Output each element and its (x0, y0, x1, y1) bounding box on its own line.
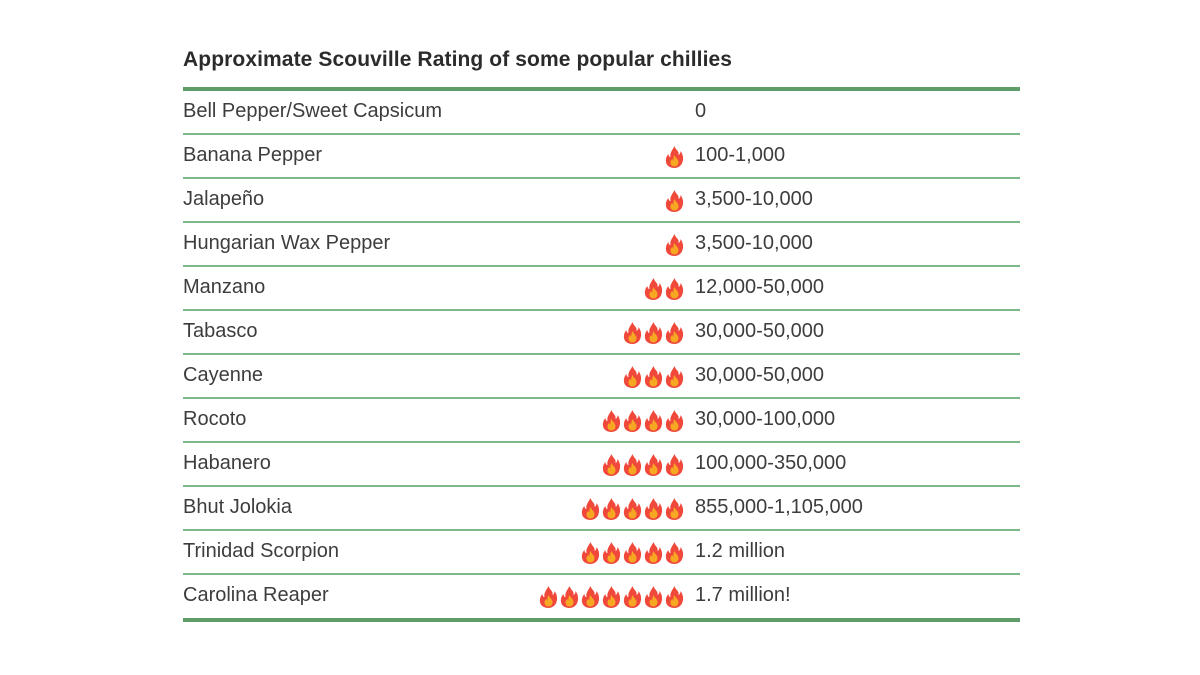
table-row: Cayenne 30,000-50,000 (183, 355, 1020, 399)
fire-icon (602, 410, 621, 432)
fire-icon (644, 322, 663, 344)
fire-icon (665, 146, 684, 168)
scoville-value: 0 (695, 100, 707, 122)
chilli-name: Bell Pepper/Sweet Capsicum (183, 100, 443, 122)
fire-icon (644, 498, 663, 520)
scoville-value: 12,000-50,000 (695, 276, 825, 298)
fire-icon (623, 454, 642, 476)
fire-icon (539, 586, 558, 608)
chilli-name: Hungarian Wax Pepper (183, 232, 391, 254)
fire-icon (665, 542, 684, 564)
chilli-name: Jalapeño (183, 188, 265, 210)
chilli-name: Carolina Reaper (183, 584, 329, 606)
fire-icon (623, 322, 642, 344)
fire-icon (623, 542, 642, 564)
fire-icon (665, 454, 684, 476)
table-row: Banana Pepper 100-1,000 (183, 135, 1020, 179)
heat-rating (664, 189, 685, 213)
chilli-name: Manzano (183, 276, 266, 298)
scoville-value: 100-1,000 (695, 144, 786, 166)
fire-icon (665, 234, 684, 256)
fire-icon (581, 586, 600, 608)
heat-rating (664, 233, 685, 257)
fire-icon (665, 278, 684, 300)
fire-icon (644, 542, 663, 564)
table-title: Approximate Scouville Rating of some pop… (183, 48, 733, 71)
scoville-value: 855,000-1,105,000 (695, 496, 863, 518)
fire-icon (581, 498, 600, 520)
fire-icon (623, 410, 642, 432)
fire-icon (623, 586, 642, 608)
table-row: Habanero 100,000-350,000 (183, 443, 1020, 487)
heat-rating (601, 453, 685, 477)
heat-rating (622, 321, 685, 345)
fire-icon (602, 542, 621, 564)
scoville-value: 30,000-50,000 (695, 364, 825, 386)
heat-rating (580, 497, 685, 521)
table-row: Bhut Jolokia 855,000-1,105,000 (183, 487, 1020, 531)
table-row: Rocoto 30,000-100,000 (183, 399, 1020, 443)
table-row: Bell Pepper/Sweet Capsicum 0 (183, 91, 1020, 135)
fire-icon (644, 454, 663, 476)
fire-icon (665, 190, 684, 212)
scoville-value: 30,000-100,000 (695, 408, 836, 430)
scoville-table: Bell Pepper/Sweet Capsicum 0 Banana Pepp… (183, 87, 1020, 622)
fire-icon (644, 366, 663, 388)
scoville-value: 3,500-10,000 (695, 232, 813, 254)
fire-icon (644, 278, 663, 300)
heat-rating (643, 277, 685, 301)
table-row: Tabasco 30,000-50,000 (183, 311, 1020, 355)
chilli-name: Trinidad Scorpion (183, 540, 340, 562)
table-row: Manzano 12,000-50,000 (183, 267, 1020, 311)
chilli-name: Rocoto (183, 408, 247, 430)
heat-rating (538, 585, 685, 609)
fire-icon (623, 498, 642, 520)
heat-rating (601, 409, 685, 433)
table-row: Trinidad Scorpion 1.2 million (183, 531, 1020, 575)
heat-rating (580, 541, 685, 565)
chilli-name: Habanero (183, 452, 271, 474)
chilli-name: Banana Pepper (183, 144, 323, 166)
fire-icon (602, 586, 621, 608)
table-row: Carolina Reaper 1.7 million! (183, 575, 1020, 618)
scoville-value: 3,500-10,000 (695, 188, 813, 210)
fire-icon (665, 366, 684, 388)
chilli-name: Bhut Jolokia (183, 496, 292, 518)
heat-rating (622, 365, 685, 389)
fire-icon (644, 586, 663, 608)
fire-icon (581, 542, 600, 564)
fire-icon (644, 410, 663, 432)
heat-rating (664, 145, 685, 169)
scoville-value: 1.7 million! (695, 584, 791, 606)
fire-icon (665, 322, 684, 344)
scoville-value: 1.2 million (695, 540, 786, 562)
fire-icon (665, 586, 684, 608)
fire-icon (665, 410, 684, 432)
scoville-value: 100,000-350,000 (695, 452, 847, 474)
fire-icon (602, 454, 621, 476)
scoville-value: 30,000-50,000 (695, 320, 825, 342)
fire-icon (560, 586, 579, 608)
table-row: Hungarian Wax Pepper 3,500-10,000 (183, 223, 1020, 267)
chilli-name: Tabasco (183, 320, 258, 342)
fire-icon (623, 366, 642, 388)
table-row: Jalapeño 3,500-10,000 (183, 179, 1020, 223)
chilli-name: Cayenne (183, 364, 264, 386)
fire-icon (665, 498, 684, 520)
fire-icon (602, 498, 621, 520)
